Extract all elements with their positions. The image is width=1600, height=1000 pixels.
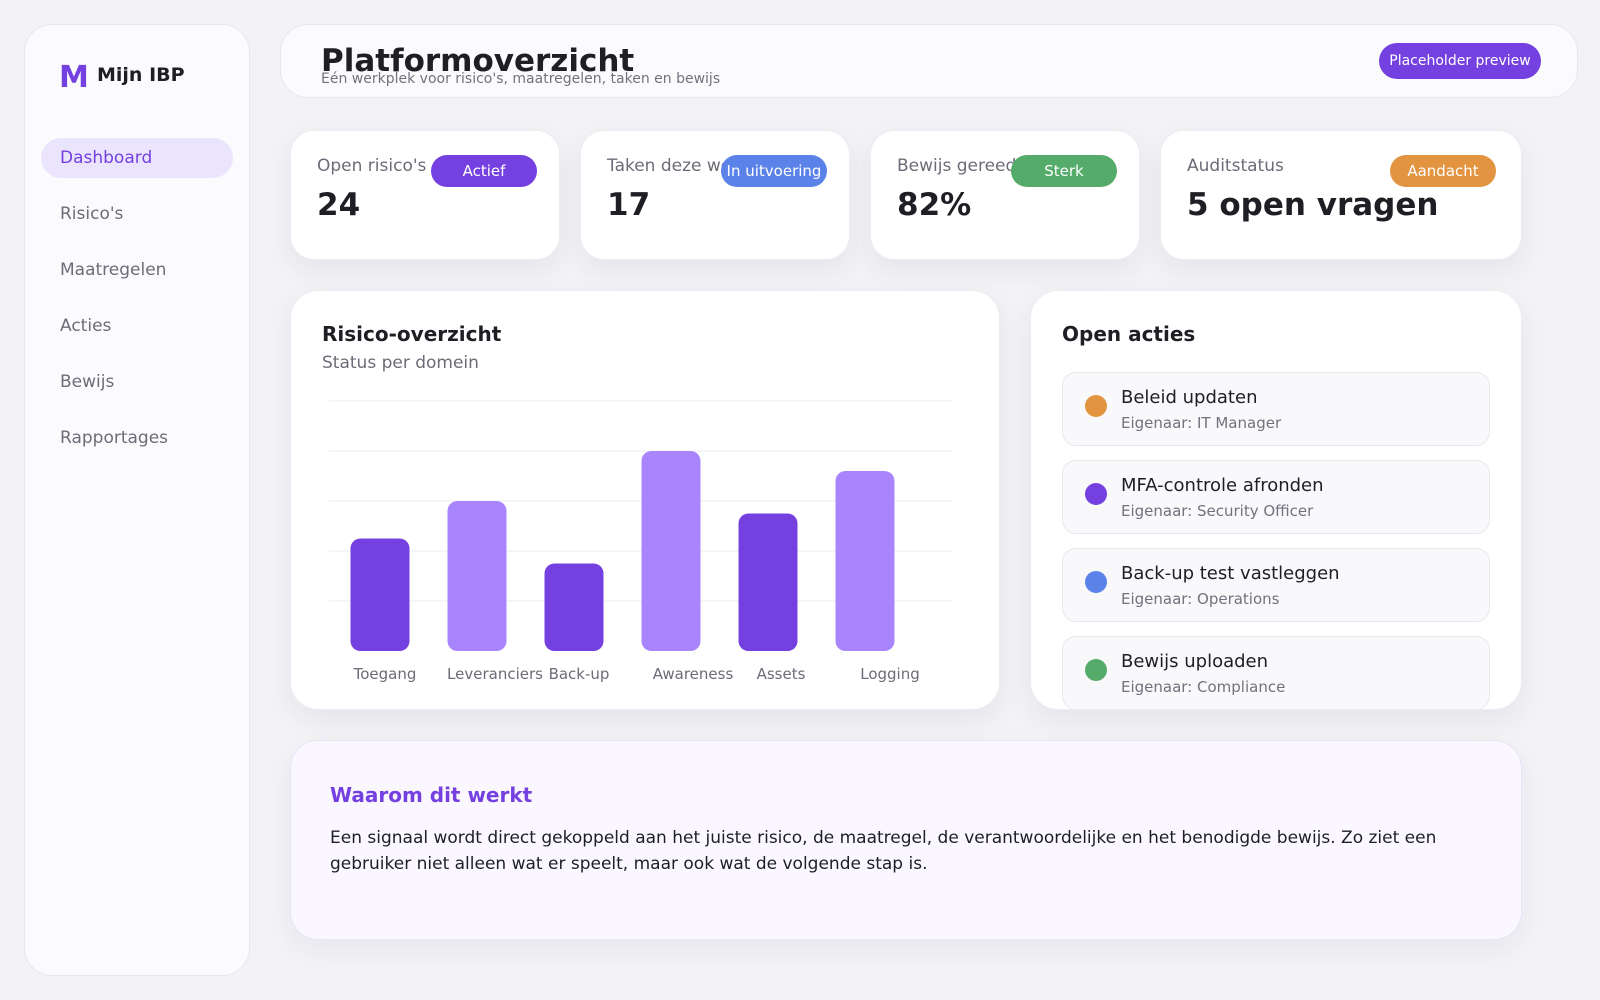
action-item[interactable]: Beleid updaten Eigenaar: IT Manager	[1062, 372, 1490, 446]
risk-overview-title: Risico-overzicht	[322, 322, 502, 346]
why-it-works-panel: Waarom dit werkt Een signaal wordt direc…	[290, 740, 1522, 940]
sidebar-nav: Dashboard Risico's Maatregelen Acties Be…	[41, 138, 233, 474]
action-item[interactable]: Bewijs uploaden Eigenaar: Compliance	[1062, 636, 1490, 709]
chart-category-label: Back-up	[549, 665, 610, 683]
status-badge: In uitvoering	[721, 155, 827, 187]
sidebar-item-dashboard[interactable]: Dashboard	[41, 138, 233, 178]
kpi-label: Open risico's	[317, 156, 427, 176]
chart-bar[interactable]	[738, 513, 798, 652]
kpi-card-evidence-ready: Bewijs gereed Sterk 82%	[870, 130, 1140, 260]
app-name: Mijn IBP	[97, 64, 185, 86]
action-owner: Eigenaar: Security Officer	[1121, 502, 1314, 520]
action-owner: Eigenaar: Operations	[1121, 590, 1280, 608]
placeholder-preview-button[interactable]: Placeholder preview	[1379, 43, 1541, 79]
kpi-card-tasks-week: Taken deze week In uitvoering 17	[580, 130, 850, 260]
kpi-card-audit-status: Auditstatus Aandacht 5 open vragen	[1160, 130, 1522, 260]
page-subtitle: Eén werkplek voor risico's, maatregelen,…	[321, 71, 721, 87]
kpi-value: 82%	[897, 187, 972, 223]
chart-bar[interactable]	[835, 471, 895, 651]
chart-bar[interactable]	[447, 501, 507, 651]
sidebar-item-bewijs[interactable]: Bewijs	[60, 372, 115, 392]
risk-bar-chart: Toegang Leveranciers Back-up Awareness Asset…	[329, 400, 953, 683]
status-badge: Aandacht	[1390, 155, 1496, 187]
page-title: Platformoverzicht	[321, 43, 635, 79]
why-it-works-title: Waarom dit werkt	[330, 783, 533, 807]
risk-overview-panel: Risico-overzicht Status per domein Toega…	[290, 290, 1000, 710]
status-badge: Sterk	[1011, 155, 1117, 187]
status-dot-icon	[1085, 659, 1107, 681]
sidebar-item-acties[interactable]: Acties	[60, 316, 112, 336]
logo-icon: M	[59, 60, 89, 95]
risk-overview-subtitle: Status per domein	[322, 353, 479, 373]
open-actions-title: Open acties	[1062, 322, 1196, 346]
kpi-value: 5 open vragen	[1187, 187, 1439, 223]
chart-category-label: Assets	[757, 665, 806, 683]
kpi-value: 17	[607, 187, 651, 223]
kpi-label: Auditstatus	[1187, 156, 1284, 176]
page-header: Platformoverzicht Eén werkplek voor risi…	[280, 24, 1578, 98]
kpi-label: Bewijs gereed	[897, 156, 1017, 176]
chart-category-label: Logging	[860, 665, 920, 683]
sidebar-item-risicos[interactable]: Risico's	[60, 204, 124, 224]
action-title: Beleid updaten	[1121, 387, 1258, 408]
chart-category-label: Awareness	[653, 665, 734, 683]
status-dot-icon	[1085, 483, 1107, 505]
kpi-card-open-risks: Open risico's Actief 24	[290, 130, 560, 260]
chart-bar[interactable]	[350, 538, 410, 652]
action-item[interactable]: Back-up test vastleggen Eigenaar: Operat…	[1062, 548, 1490, 622]
brand[interactable]: M Mijn IBP	[59, 57, 185, 93]
action-owner: Eigenaar: IT Manager	[1121, 414, 1282, 432]
sidebar-item-rapportages[interactable]: Rapportages	[60, 428, 169, 448]
sidebar-item-maatregelen[interactable]: Maatregelen	[60, 260, 167, 280]
action-owner: Eigenaar: Compliance	[1121, 678, 1286, 696]
action-title: MFA-controle afronden	[1121, 475, 1324, 496]
chart-bar[interactable]	[641, 451, 701, 651]
sidebar: M Mijn IBP Dashboard Risico's Maatregele…	[24, 24, 250, 976]
action-title: Bewijs uploaden	[1121, 651, 1269, 672]
kpi-value: 24	[317, 187, 361, 223]
chart-bar[interactable]	[544, 563, 604, 652]
kpi-label: Taken deze week	[607, 156, 752, 176]
chart-category-label: Toegang	[353, 665, 417, 683]
action-title: Back-up test vastleggen	[1121, 563, 1340, 584]
why-it-works-text: Een signaal wordt direct gekoppeld aan h…	[330, 828, 1437, 874]
chart-category-label: Leveranciers	[447, 665, 543, 683]
status-badge: Actief	[431, 155, 537, 187]
action-item[interactable]: MFA-controle afronden Eigenaar: Security…	[1062, 460, 1490, 534]
open-actions-panel: Open acties Beleid updaten Eigenaar: IT …	[1030, 290, 1522, 710]
status-dot-icon	[1085, 571, 1107, 593]
status-dot-icon	[1085, 395, 1107, 417]
